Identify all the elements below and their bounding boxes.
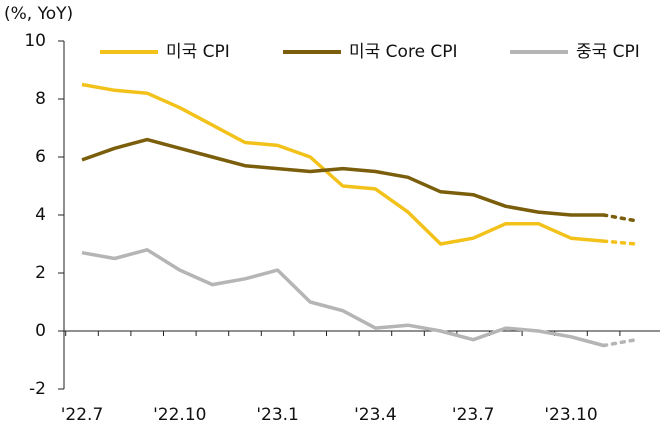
series-line (81, 82, 604, 246)
series-line (81, 137, 604, 217)
y-unit-label: (%, YoY) (4, 4, 73, 24)
forecast-line (601, 239, 638, 246)
x-tick-label: '23.10 (544, 405, 597, 425)
x-tick-label: '23.1 (256, 405, 299, 425)
y-tick-label: 6 (35, 147, 46, 167)
x-tick-label: '22.10 (153, 405, 206, 425)
x-tick-label: '23.7 (452, 405, 495, 425)
x-tick-label: '22.7 (61, 405, 104, 425)
forecast-line (601, 337, 638, 348)
forecast-line (601, 213, 638, 223)
legend-label: 미국 Core CPI (349, 42, 458, 62)
y-tick-label: -2 (29, 379, 46, 399)
x-tick-label: '23.4 (354, 405, 397, 425)
y-tick-label: 10 (24, 31, 46, 51)
series-line (81, 248, 605, 348)
y-tick-label: 2 (35, 263, 46, 283)
legend-label: 중국 CPI (576, 42, 640, 62)
legend-label: 미국 CPI (166, 42, 230, 62)
y-tick-label: 8 (35, 89, 46, 109)
y-tick-label: 0 (35, 321, 46, 341)
y-tick-label: 4 (35, 205, 46, 225)
